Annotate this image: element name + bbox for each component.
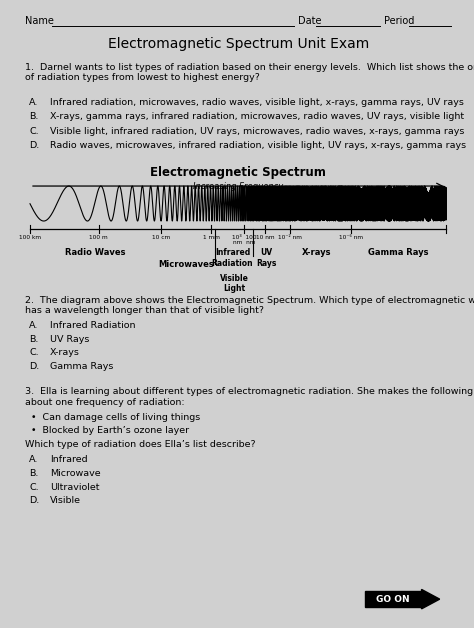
Text: B.: B.	[29, 112, 38, 121]
Text: 100 m: 100 m	[89, 235, 108, 240]
Text: D.: D.	[29, 141, 39, 150]
Text: Microwaves: Microwaves	[158, 260, 214, 269]
Text: Infrared
Radiation: Infrared Radiation	[212, 248, 254, 268]
Text: 10⁻⁶ nm: 10⁻⁶ nm	[338, 235, 363, 240]
Text: X-rays, gamma rays, infrared radiation, microwaves, radio waves, UV rays, visibl: X-rays, gamma rays, infrared radiation, …	[50, 112, 464, 121]
Text: Gamma Rays: Gamma Rays	[50, 362, 113, 371]
Text: •  Blocked by Earth’s ozone layer: • Blocked by Earth’s ozone layer	[31, 426, 189, 435]
Text: Increasing Frequency: Increasing Frequency	[193, 182, 283, 191]
Text: Date: Date	[298, 16, 322, 26]
Text: A.: A.	[29, 455, 38, 464]
Text: Gamma Rays: Gamma Rays	[368, 248, 429, 257]
Text: C.: C.	[29, 349, 39, 357]
Text: Visible
Light: Visible Light	[219, 274, 248, 293]
Text: Infrared: Infrared	[50, 455, 88, 464]
Text: UV
Rays: UV Rays	[256, 248, 277, 268]
Text: Infrared Radiation: Infrared Radiation	[50, 321, 136, 330]
Polygon shape	[421, 590, 440, 609]
Text: Electromagnetic Spectrum Unit Exam: Electromagnetic Spectrum Unit Exam	[108, 37, 369, 51]
Text: X-rays: X-rays	[301, 248, 331, 257]
Text: D.: D.	[29, 496, 39, 505]
Text: Radio waves, microwaves, infrared radiation, visible light, UV rays, x-rays, gam: Radio waves, microwaves, infrared radiat…	[50, 141, 466, 150]
Text: Electromagnetic Spectrum: Electromagnetic Spectrum	[150, 166, 326, 178]
Text: Radio Waves: Radio Waves	[65, 248, 126, 257]
Text: 10⁻² nm: 10⁻² nm	[278, 235, 302, 240]
Text: 10 cm: 10 cm	[152, 235, 170, 240]
Text: Visible: Visible	[50, 496, 81, 505]
Text: 1.  Darnel wants to list types of radiation based on their energy levels.  Which: 1. Darnel wants to list types of radiati…	[25, 63, 474, 82]
Text: B.: B.	[29, 335, 38, 344]
Text: D.: D.	[29, 362, 39, 371]
Text: Name: Name	[25, 16, 54, 26]
Text: A.: A.	[29, 97, 38, 107]
Text: 10³  100: 10³ 100	[232, 235, 257, 240]
Text: A.: A.	[29, 321, 38, 330]
Text: 1 mm: 1 mm	[202, 235, 219, 240]
Text: •  Can damage cells of living things: • Can damage cells of living things	[31, 413, 200, 421]
Text: Which type of radiation does Ella’s list describe?: Which type of radiation does Ella’s list…	[25, 440, 256, 449]
Text: C.: C.	[29, 127, 39, 136]
Text: UV Rays: UV Rays	[50, 335, 90, 344]
Text: nm  nm: nm nm	[233, 241, 255, 246]
Text: X-rays: X-rays	[50, 349, 80, 357]
Text: 3.  Ella is learning about different types of electromagnetic radiation. She mak: 3. Ella is learning about different type…	[25, 387, 474, 407]
Text: C.: C.	[29, 482, 39, 492]
Text: Visible light, infrared radiation, UV rays, microwaves, radio waves, x-rays, gam: Visible light, infrared radiation, UV ra…	[50, 127, 465, 136]
Text: Period: Period	[384, 16, 415, 26]
Text: 2.  The diagram above shows the Electromagnetic Spectrum. Which type of electrom: 2. The diagram above shows the Electroma…	[25, 296, 474, 315]
Text: Microwave: Microwave	[50, 469, 100, 478]
Text: Infrared radiation, microwaves, radio waves, visible light, x-rays, gamma rays, : Infrared radiation, microwaves, radio wa…	[50, 97, 464, 107]
Text: Ultraviolet: Ultraviolet	[50, 482, 100, 492]
Text: GO ON: GO ON	[376, 595, 410, 604]
FancyBboxPatch shape	[365, 592, 420, 607]
Text: 10 nm: 10 nm	[256, 235, 274, 240]
Text: B.: B.	[29, 469, 38, 478]
Text: 100 km: 100 km	[19, 235, 41, 240]
